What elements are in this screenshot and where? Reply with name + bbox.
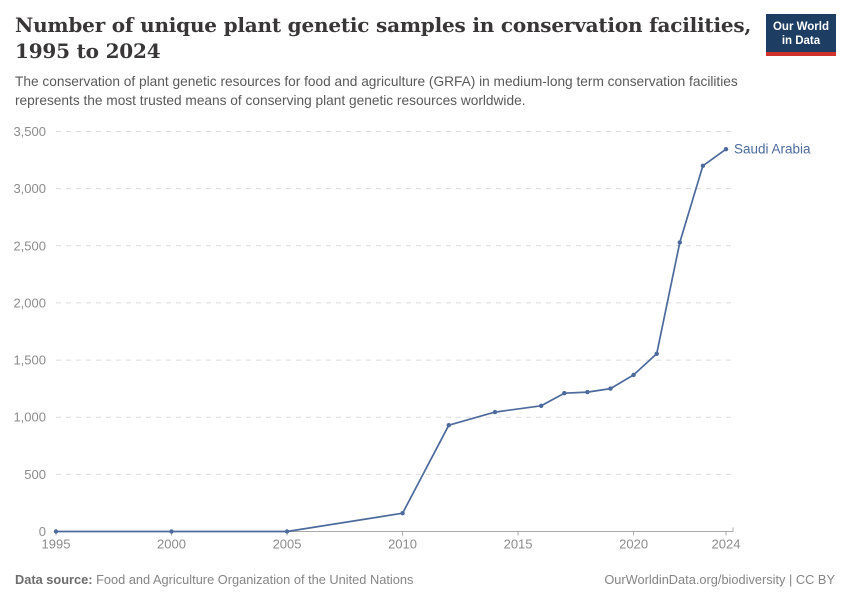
y-tick-label: 3,000	[13, 181, 46, 196]
data-point-marker[interactable]	[446, 423, 451, 428]
x-tick-label: 2000	[157, 537, 186, 552]
owid-logo[interactable]: Our World in Data	[765, 14, 836, 56]
data-point-marker[interactable]	[284, 529, 290, 534]
data-source: Data source: Food and Agriculture Organi…	[15, 572, 413, 587]
data-point-marker[interactable]	[723, 147, 729, 152]
page-title-line1: Number of unique plant genetic samples i…	[15, 13, 752, 37]
data-point-marker[interactable]	[53, 529, 59, 534]
owid-logo-line1: Our World	[772, 21, 829, 33]
data-point-marker[interactable]	[400, 511, 405, 516]
data-point-marker[interactable]	[539, 403, 544, 408]
page-title-line2: 1995 to 2024	[15, 39, 161, 63]
x-tick-label: 2010	[388, 537, 417, 552]
chart-footer: Data source: Food and Agriculture Organi…	[15, 572, 835, 587]
data-point-marker[interactable]	[654, 351, 659, 356]
footer-link[interactable]: OurWorldinData.org/biodiversity | CC BY	[604, 572, 835, 587]
y-tick-label: 2,000	[13, 295, 46, 310]
data-source-text: Food and Agriculture Organization of the…	[96, 572, 414, 587]
data-point-marker[interactable]	[585, 389, 590, 395]
y-tick-label: 1,000	[13, 410, 46, 425]
data-point-marker[interactable]	[608, 386, 613, 391]
chart-subtitle-line2: represents the most trusted means of con…	[15, 93, 526, 108]
y-tick-label: 1,500	[13, 353, 46, 368]
data-point-marker[interactable]	[677, 240, 682, 245]
x-tick-label: 2005	[273, 537, 302, 552]
series-entity-label[interactable]: Saudi Arabia	[734, 142, 811, 157]
data-point-marker[interactable]	[562, 391, 567, 396]
x-tick-label: 1995	[42, 537, 71, 552]
data-point-marker[interactable]	[169, 529, 174, 534]
y-tick-label: 0	[39, 524, 46, 539]
data-point-marker[interactable]	[700, 163, 706, 168]
y-tick-label: 3,500	[13, 124, 46, 139]
x-tick-label: 2020	[619, 537, 648, 552]
data-point-marker[interactable]	[492, 409, 498, 415]
data-source-label: Data source:	[15, 572, 93, 587]
y-tick-label: 500	[24, 467, 46, 482]
owid-logo-line2: in Data	[781, 35, 821, 47]
chart-subtitle-line1: The conservation of plant genetic resour…	[15, 74, 738, 89]
x-tick-label: 2024	[712, 537, 741, 552]
chart-subtitle: The conservation of plant genetic resour…	[15, 72, 738, 110]
page-title: Number of unique plant genetic samples i…	[15, 12, 751, 64]
data-point-marker[interactable]	[631, 372, 636, 378]
x-tick-label: 2015	[504, 537, 533, 552]
y-tick-label: 2,500	[13, 238, 46, 253]
